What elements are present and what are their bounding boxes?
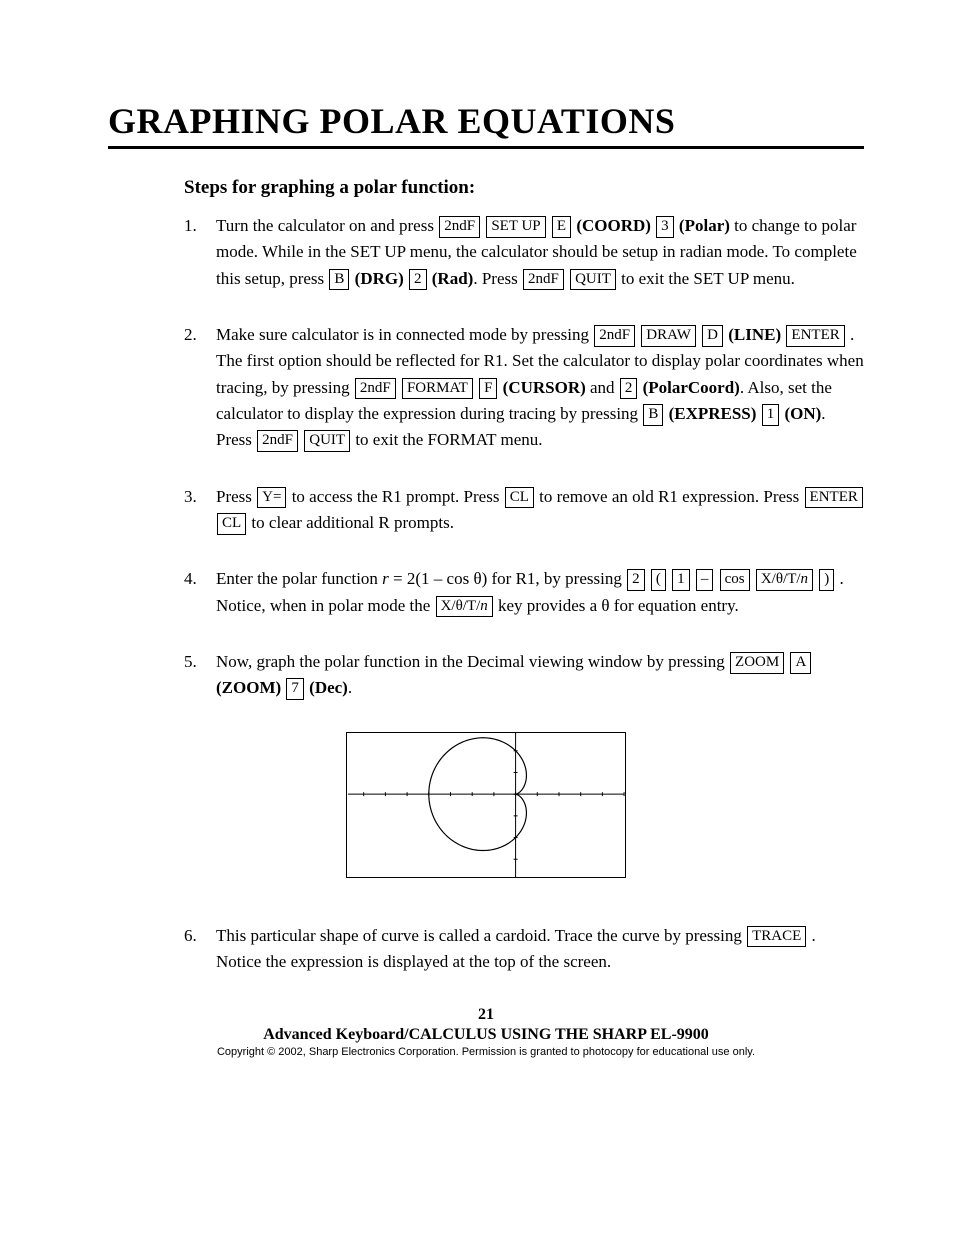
calc-key: 2 bbox=[620, 378, 638, 400]
calc-key: D bbox=[702, 325, 723, 347]
calc-key: ENTER bbox=[805, 487, 863, 509]
calc-key: ) bbox=[819, 569, 834, 591]
calc-key: 2 bbox=[409, 269, 427, 291]
bold-label: (LINE) bbox=[728, 325, 781, 344]
calc-key: 2ndF bbox=[257, 430, 298, 452]
cardioid-graph bbox=[347, 733, 625, 877]
step-item: 1.Turn the calculator on and press 2ndF … bbox=[184, 213, 864, 292]
bold-label: (Rad) bbox=[432, 269, 474, 288]
calc-key: 7 bbox=[286, 678, 304, 700]
calc-key: 2ndF bbox=[594, 325, 635, 347]
bold-label: (Dec) bbox=[309, 678, 348, 697]
calc-key: – bbox=[696, 569, 714, 591]
calc-key: 1 bbox=[672, 569, 690, 591]
footer-title: Advanced Keyboard/CALCULUS USING THE SHA… bbox=[108, 1026, 864, 1044]
calc-key: 2ndF bbox=[355, 378, 396, 400]
step-number: 5. bbox=[184, 649, 197, 675]
calc-key: 3 bbox=[656, 216, 674, 238]
calc-key: SET UP bbox=[486, 216, 545, 238]
calc-key: cos bbox=[720, 569, 750, 591]
step-item: 4.Enter the polar function r = 2(1 – cos… bbox=[184, 566, 864, 619]
calc-key: F bbox=[479, 378, 497, 400]
step-number: 3. bbox=[184, 484, 197, 510]
calc-key: DRAW bbox=[641, 325, 696, 347]
bold-label: (DRG) bbox=[355, 269, 404, 288]
step-number: 4. bbox=[184, 566, 197, 592]
step-item: 3.Press Y= to access the R1 prompt. Pres… bbox=[184, 484, 864, 537]
calc-key: ZOOM bbox=[730, 652, 784, 674]
calc-key: TRACE bbox=[747, 926, 806, 948]
calc-key: X/θ/T/n bbox=[756, 569, 813, 591]
steps-list-after: 6.This particular shape of curve is call… bbox=[184, 923, 864, 976]
step-item: 6.This particular shape of curve is call… bbox=[184, 923, 864, 976]
footer: 21 Advanced Keyboard/CALCULUS USING THE … bbox=[108, 1006, 864, 1058]
bold-label: (PolarCoord) bbox=[643, 378, 740, 397]
page: GRAPHING POLAR EQUATIONS Steps for graph… bbox=[0, 0, 954, 1098]
calc-key: ( bbox=[651, 569, 666, 591]
step-number: 6. bbox=[184, 923, 197, 949]
calculator-screen bbox=[346, 732, 626, 878]
calc-key: B bbox=[643, 404, 663, 426]
italic-text: r bbox=[382, 569, 389, 588]
copyright: Copyright © 2002, Sharp Electronics Corp… bbox=[108, 1046, 864, 1058]
step-number: 2. bbox=[184, 322, 197, 348]
graph-wrapper bbox=[108, 732, 864, 883]
calc-key: B bbox=[329, 269, 349, 291]
calc-key: 2ndF bbox=[439, 216, 480, 238]
bold-label: (Polar) bbox=[679, 216, 730, 235]
calc-key: Y= bbox=[257, 487, 286, 509]
calc-key: A bbox=[790, 652, 811, 674]
calc-key: 1 bbox=[762, 404, 780, 426]
page-title: GRAPHING POLAR EQUATIONS bbox=[108, 100, 864, 142]
steps-list: 1.Turn the calculator on and press 2ndF … bbox=[184, 213, 864, 702]
bold-label: (ON) bbox=[784, 404, 821, 423]
step-item: 5.Now, graph the polar function in the D… bbox=[184, 649, 864, 702]
calc-key: 2 bbox=[627, 569, 645, 591]
bold-label: (COORD) bbox=[576, 216, 651, 235]
title-rule bbox=[108, 146, 864, 149]
calc-key: CL bbox=[217, 513, 246, 535]
bold-label: (ZOOM) bbox=[216, 678, 281, 697]
calc-key: QUIT bbox=[304, 430, 350, 452]
step-number: 1. bbox=[184, 213, 197, 239]
bold-label: (CURSOR) bbox=[503, 378, 586, 397]
calc-key: X/θ/T/n bbox=[436, 596, 493, 618]
calc-key: E bbox=[552, 216, 571, 238]
page-number: 21 bbox=[108, 1006, 864, 1024]
calc-key: QUIT bbox=[570, 269, 616, 291]
bold-label: (EXPRESS) bbox=[669, 404, 757, 423]
section-subtitle: Steps for graphing a polar function: bbox=[184, 177, 864, 199]
calc-key: 2ndF bbox=[523, 269, 564, 291]
calc-key: CL bbox=[505, 487, 534, 509]
calc-key: FORMAT bbox=[402, 378, 473, 400]
step-item: 2.Make sure calculator is in connected m… bbox=[184, 322, 864, 454]
calc-key: ENTER bbox=[786, 325, 844, 347]
